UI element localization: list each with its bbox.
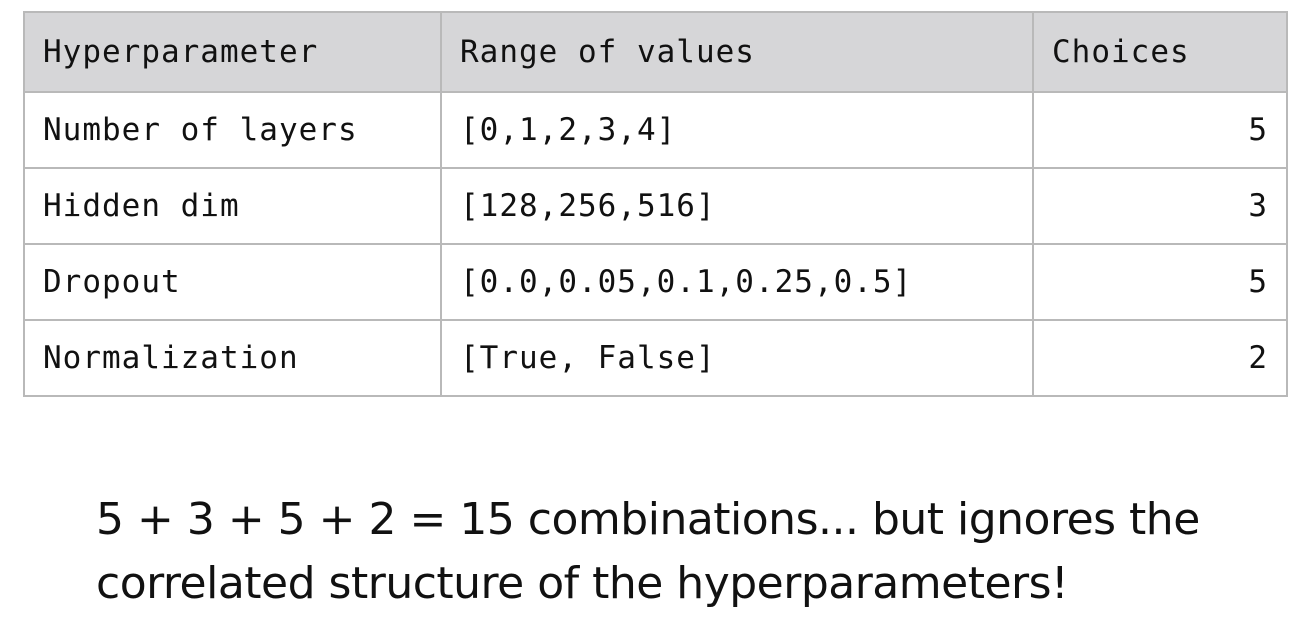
cell-range-of-values: [True, False] xyxy=(440,319,1034,397)
cell-range-of-values: [128,256,516] xyxy=(440,167,1034,245)
table-row: Dropout [0.0,0.05,0.1,0.25,0.5] 5 xyxy=(23,243,1288,321)
cell-hyperparameter-name: Number of layers xyxy=(23,91,442,169)
hyperparameter-table-container: Hyperparameter Range of values Choices N… xyxy=(23,11,1288,397)
table-body: Number of layers [0,1,2,3,4] 5 Hidden di… xyxy=(23,91,1288,397)
header-range-of-values: Range of values xyxy=(440,11,1034,93)
cell-range-of-values: [0,1,2,3,4] xyxy=(440,91,1034,169)
header-hyperparameter: Hyperparameter xyxy=(23,11,442,93)
cell-choices: 3 xyxy=(1032,167,1288,245)
cell-hyperparameter-name: Hidden dim xyxy=(23,167,442,245)
table-header: Hyperparameter Range of values Choices xyxy=(23,11,1288,93)
header-row: Hyperparameter Range of values Choices xyxy=(23,11,1288,93)
cell-choices: 2 xyxy=(1032,319,1288,397)
hyperparameter-table: Hyperparameter Range of values Choices N… xyxy=(23,11,1288,397)
caption-line-1: 5 + 3 + 5 + 2 = 15 combinations... but i… xyxy=(96,494,1200,545)
cell-choices: 5 xyxy=(1032,243,1288,321)
table-row: Number of layers [0,1,2,3,4] 5 xyxy=(23,91,1288,169)
caption-line-2: correlated structure of the hyperparamet… xyxy=(96,558,1069,609)
header-choices: Choices xyxy=(1032,11,1288,93)
cell-hyperparameter-name: Normalization xyxy=(23,319,442,397)
combinations-caption: 5 + 3 + 5 + 2 = 15 combinations... but i… xyxy=(96,488,1286,616)
cell-hyperparameter-name: Dropout xyxy=(23,243,442,321)
cell-choices: 5 xyxy=(1032,91,1288,169)
cell-range-of-values: [0.0,0.05,0.1,0.25,0.5] xyxy=(440,243,1034,321)
table-row: Hidden dim [128,256,516] 3 xyxy=(23,167,1288,245)
table-row: Normalization [True, False] 2 xyxy=(23,319,1288,397)
